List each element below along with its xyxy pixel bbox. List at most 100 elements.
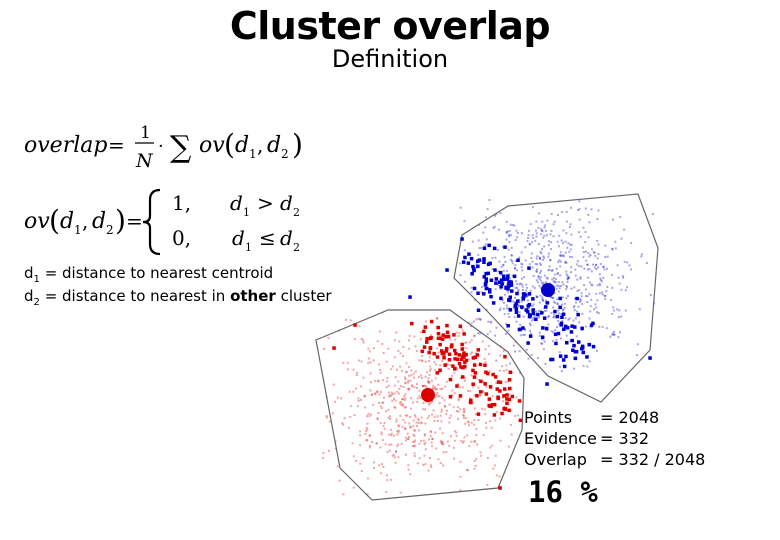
red-cluster-point [396, 368, 398, 371]
red-cluster-point [392, 453, 395, 456]
red-cluster-point [428, 381, 431, 384]
cluster-overlap-points [332, 237, 652, 490]
blue-overlap-point [570, 338, 574, 343]
blue-cluster-point [574, 268, 577, 271]
red-cluster-point [447, 367, 450, 370]
red-overlap-point [478, 390, 483, 394]
blue-cluster-point [543, 245, 546, 248]
blue-cluster-point [597, 253, 600, 255]
blue-cluster-point [547, 269, 550, 272]
blue-overlap-point [506, 274, 510, 278]
red-cluster-point [353, 338, 356, 341]
red-cluster-point [406, 432, 409, 435]
blue-cluster-point [484, 216, 487, 219]
red-cluster-point [453, 457, 456, 460]
blue-cluster-point [565, 220, 568, 223]
blue-cluster-point [528, 263, 531, 266]
blue-cluster-point [514, 267, 516, 270]
red-overlap-point [463, 364, 467, 369]
blue-cluster-point [568, 226, 571, 228]
red-cluster-point [455, 367, 458, 370]
blue-overlap-point [470, 272, 474, 276]
blue-cluster-point [503, 293, 506, 296]
red-cluster-point [424, 441, 427, 444]
red-cluster-point [407, 468, 410, 471]
red-overlap-point [484, 392, 489, 396]
red-cluster-point [371, 393, 374, 396]
overlap-result: 16 % [528, 475, 598, 509]
outlier-point [332, 346, 336, 350]
blue-cluster-point [505, 220, 508, 223]
blue-cluster-point [510, 246, 513, 249]
red-cluster-point [386, 380, 388, 383]
blue-cluster-point [505, 238, 508, 241]
blue-cluster-point [544, 229, 547, 232]
blue-overlap-point [482, 246, 487, 250]
red-overlap-point [460, 347, 464, 351]
blue-cluster-point [505, 230, 508, 233]
red-cluster-point [439, 364, 442, 367]
blue-cluster-point [636, 354, 638, 357]
red-cluster-point [466, 434, 469, 437]
red-cluster-point [345, 318, 347, 321]
red-cluster-point [397, 429, 400, 432]
blue-overlap-point [520, 305, 524, 309]
blue-cluster-point [524, 328, 526, 331]
red-cluster-point [464, 367, 467, 370]
red-cluster-point [385, 360, 388, 363]
red-cluster-point [441, 387, 444, 390]
red-cluster-point [455, 431, 458, 434]
blue-cluster-point [587, 213, 590, 216]
blue-cluster-point [539, 250, 542, 253]
blue-cluster-point [528, 322, 531, 325]
red-cluster-point [362, 457, 365, 459]
blue-cluster-point [605, 327, 608, 330]
red-cluster-point [404, 382, 407, 385]
formula-comma-2: , [82, 209, 88, 233]
red-cluster-point [408, 422, 411, 425]
red-cluster-point [454, 338, 457, 341]
formula-d1-2: d [60, 209, 74, 234]
red-cluster-point [440, 441, 443, 444]
blue-cluster-point [557, 309, 560, 312]
blue-cluster-point [470, 325, 473, 328]
blue-cluster-point [602, 266, 605, 269]
red-cluster-point [468, 445, 471, 447]
red-cluster-point [389, 418, 392, 420]
red-cluster-point [382, 401, 385, 404]
red-cluster-point [405, 370, 408, 373]
blue-overlap-point [555, 314, 560, 319]
blue-cluster-point [531, 266, 534, 269]
red-cluster-point [406, 437, 409, 440]
red-cluster-point [419, 396, 422, 399]
blue-cluster-point [542, 299, 545, 302]
red-overlap-point [438, 368, 442, 372]
blue-cluster-point [584, 250, 587, 253]
red-cluster-point [325, 416, 328, 419]
blue-cluster-point [535, 313, 538, 316]
red-cluster-point [468, 424, 470, 427]
red-cluster-point [502, 370, 505, 373]
blue-cluster-point [616, 308, 619, 311]
red-cluster-point [499, 417, 501, 420]
blue-overlap-point [521, 295, 526, 299]
blue-cluster-point [561, 211, 563, 214]
red-cluster-point [394, 461, 397, 464]
red-cluster-point [406, 387, 409, 390]
blue-cluster-point [481, 286, 484, 288]
red-cluster-point [363, 395, 366, 398]
blue-cluster-point [546, 277, 549, 280]
blue-cluster-point [551, 340, 554, 343]
red-overlap-point [439, 349, 444, 353]
red-cluster-point [410, 385, 413, 388]
blue-cluster-point [506, 230, 509, 233]
blue-cluster-point [538, 284, 541, 287]
red-overlap-point [445, 346, 449, 351]
red-overlap-point [440, 337, 445, 341]
blue-cluster-point [575, 263, 578, 266]
blue-cluster-point [540, 270, 542, 272]
red-overlap-point [483, 382, 487, 386]
blue-cluster-point [565, 334, 568, 337]
red-cluster-point [399, 414, 402, 417]
blue-cluster-point [565, 284, 568, 287]
